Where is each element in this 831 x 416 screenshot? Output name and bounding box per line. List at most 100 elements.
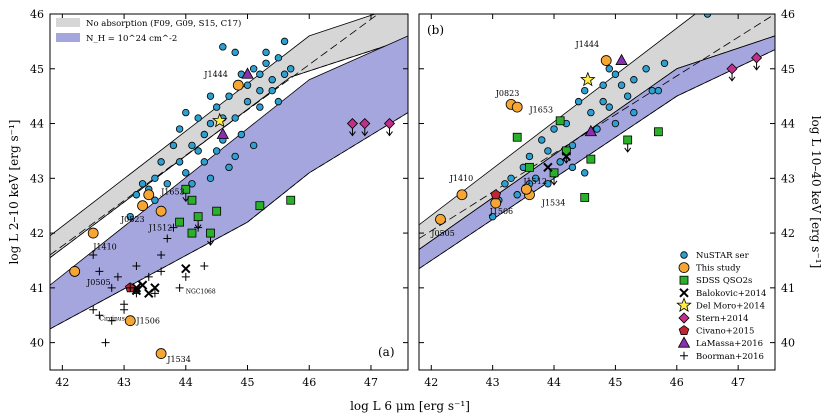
data-point bbox=[581, 169, 589, 177]
data-point bbox=[581, 86, 589, 95]
x-tick-label: 47 bbox=[364, 376, 378, 389]
data-point bbox=[511, 101, 523, 113]
data-point bbox=[232, 79, 244, 91]
legend-label: N_H = 10^24 cm^-2 bbox=[86, 34, 177, 44]
data-point bbox=[653, 127, 663, 137]
data-point bbox=[241, 67, 254, 79]
data-point bbox=[346, 117, 359, 130]
legend-marker bbox=[676, 297, 692, 312]
data-point bbox=[157, 250, 166, 259]
data-point bbox=[151, 196, 159, 204]
y-tick-label: 43 bbox=[781, 172, 795, 185]
data-point bbox=[219, 43, 227, 51]
series-balokovic-2014 bbox=[543, 151, 572, 173]
data-point bbox=[182, 169, 190, 177]
x-tick-label: 42 bbox=[424, 376, 438, 389]
series-del-moro-2014 bbox=[212, 112, 228, 128]
x-tick-label: 45 bbox=[241, 376, 255, 389]
data-point bbox=[605, 103, 613, 111]
data-point bbox=[126, 212, 134, 221]
annotation-label: J1653 bbox=[528, 106, 553, 115]
legend-marker bbox=[678, 312, 690, 324]
data-point bbox=[194, 147, 202, 155]
data-point bbox=[151, 174, 159, 183]
data-point bbox=[212, 112, 228, 128]
data-point bbox=[231, 48, 239, 57]
data-point bbox=[615, 53, 628, 65]
data-point bbox=[243, 81, 252, 89]
annotation-label: J0823 bbox=[495, 89, 520, 98]
data-point bbox=[206, 228, 215, 238]
data-point bbox=[531, 174, 540, 183]
x-tick-label: 43 bbox=[117, 376, 131, 389]
data-point bbox=[555, 116, 565, 126]
data-point bbox=[175, 158, 184, 166]
band-1 bbox=[419, 35, 775, 270]
data-point bbox=[132, 261, 141, 270]
annotation-label: J0505 bbox=[430, 229, 455, 238]
data-point bbox=[157, 158, 165, 166]
data-point bbox=[157, 267, 166, 276]
data-point bbox=[95, 267, 104, 276]
legend-label: Del Moro+2014 bbox=[696, 301, 765, 311]
data-point bbox=[212, 103, 221, 111]
panel-b: J1444 J0823 J1653 J1410 J1512 J1534 J1506 J0505… bbox=[350, 8, 823, 413]
x-tick-label: 42 bbox=[55, 376, 69, 389]
band-lower-edge-0 bbox=[50, 38, 408, 259]
panel-tag: (b) bbox=[427, 23, 444, 37]
data-point bbox=[255, 201, 265, 211]
data-point bbox=[268, 76, 276, 84]
x-tick-label: 46 bbox=[302, 376, 316, 389]
x-tick-label: 44 bbox=[547, 376, 561, 389]
band-0 bbox=[419, 14, 775, 250]
legend-label: LaMassa+2016 bbox=[696, 339, 763, 349]
data-point bbox=[212, 206, 222, 216]
series-lamassa-2016 bbox=[216, 67, 254, 139]
data-point bbox=[648, 86, 656, 95]
data-point bbox=[543, 162, 553, 173]
data-point bbox=[132, 289, 141, 298]
legend-marker bbox=[680, 251, 688, 259]
annotation-label: J1444 bbox=[575, 40, 600, 49]
y-tick-label: 40 bbox=[781, 337, 795, 350]
data-point bbox=[107, 316, 116, 325]
annotation-label: J1512 bbox=[522, 177, 547, 186]
annotation-label: J0505 bbox=[86, 278, 111, 287]
legend-label: Balokovic+2014 bbox=[696, 289, 766, 299]
panel-tag: (a) bbox=[378, 345, 395, 359]
data-point bbox=[155, 205, 167, 217]
y-tick-label: 45 bbox=[781, 63, 795, 76]
annotation-label: J1506 bbox=[135, 316, 160, 325]
data-point bbox=[605, 65, 613, 73]
legend-label: No absorption (F09, G09, S15, C17) bbox=[86, 18, 241, 29]
data-point bbox=[538, 136, 546, 144]
data-point bbox=[137, 200, 148, 212]
y-tick-label: 41 bbox=[781, 282, 795, 295]
data-point bbox=[150, 283, 160, 293]
y-tick-label: 41 bbox=[30, 282, 44, 295]
series-del-moro-2014 bbox=[580, 71, 596, 87]
data-point bbox=[501, 180, 509, 188]
data-point bbox=[751, 52, 763, 64]
annotation-label: J1410 bbox=[92, 243, 117, 252]
data-point bbox=[69, 266, 81, 277]
legend-marker bbox=[677, 336, 691, 348]
data-point bbox=[262, 48, 270, 57]
x-axis-title: log L 6 μm [erg s⁻¹] bbox=[350, 399, 470, 413]
data-point bbox=[89, 305, 98, 314]
data-point bbox=[262, 59, 270, 67]
data-point bbox=[155, 348, 167, 359]
data-point bbox=[256, 70, 264, 78]
y-axis-title: log L 2–10 keV [erg s⁻¹] bbox=[7, 120, 21, 265]
data-point bbox=[642, 65, 650, 73]
data-point bbox=[574, 97, 583, 106]
data-point bbox=[600, 55, 612, 66]
x-tick-label: 43 bbox=[486, 376, 500, 389]
data-point bbox=[623, 135, 633, 145]
data-point bbox=[181, 184, 191, 194]
data-point bbox=[126, 283, 135, 292]
data-point bbox=[507, 174, 515, 183]
legend-label: NuSTAR ser bbox=[696, 251, 750, 261]
annotation-label: Circinus bbox=[99, 316, 124, 323]
